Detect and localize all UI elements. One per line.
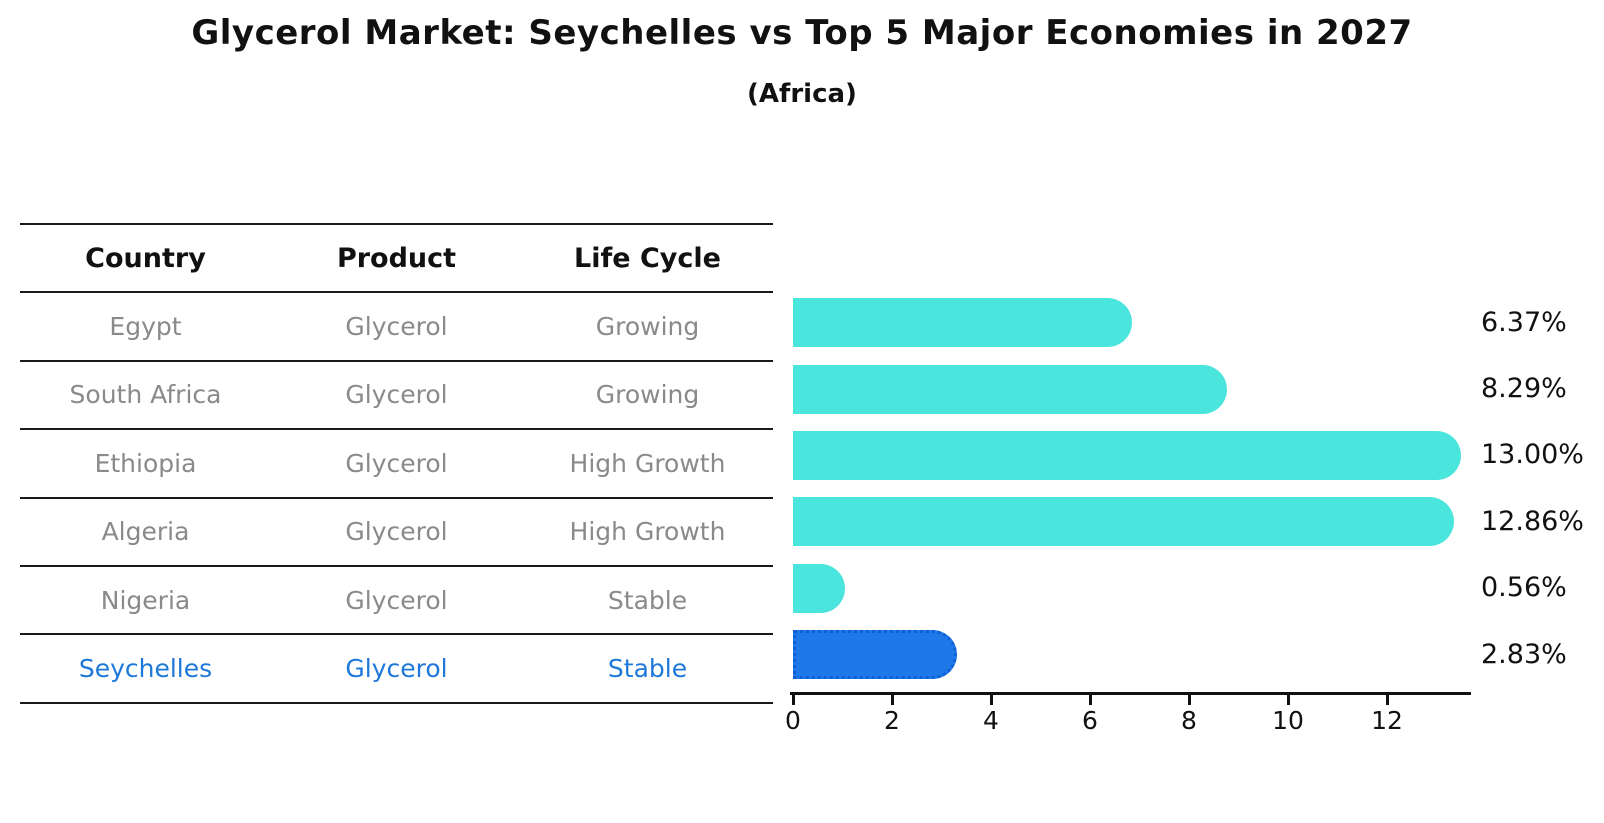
cell-country: Egypt: [109, 312, 182, 342]
x-tick-mark: [1385, 695, 1389, 705]
x-tick-label: 0: [785, 706, 801, 735]
cell-product: Glycerol: [345, 654, 448, 684]
cell-country: South Africa: [69, 380, 222, 410]
cell-lifecycle: High Growth: [569, 448, 726, 478]
summary-table: Country Product Life Cycle Egypt Glycero…: [20, 223, 773, 704]
table-header-product: Product: [336, 242, 457, 274]
x-tick-mark: [1088, 695, 1092, 705]
bar-egypt: [793, 298, 1133, 348]
cell-product: Glycerol: [345, 517, 448, 547]
cell-product: Glycerol: [345, 585, 448, 615]
bar-algeria: [793, 497, 1454, 547]
cell-lifecycle: High Growth: [569, 517, 726, 547]
cell-country: Nigeria: [100, 585, 191, 615]
table-row: Seychelles Glycerol Stable: [20, 633, 773, 701]
value-label-egypt: 6.37%: [1481, 306, 1567, 338]
cell-lifecycle: Stable: [607, 654, 688, 684]
cell-product: Glycerol: [345, 380, 448, 410]
chart-subtitle: (Africa): [747, 79, 857, 109]
table-row: Egypt Glycerol Growing: [20, 291, 773, 359]
x-tick-label: 8: [1181, 706, 1197, 735]
table-header-lifecycle: Life Cycle: [574, 242, 721, 274]
value-label-seychelles: 2.83%: [1481, 638, 1567, 670]
bar-south-africa: [793, 364, 1228, 414]
table-row: Algeria Glycerol High Growth: [20, 496, 773, 565]
x-tick-mark: [791, 695, 795, 705]
chart-title: Glycerol Market: Seychelles vs Top 5 Maj…: [191, 13, 1413, 53]
cell-product: Glycerol: [345, 448, 448, 478]
cell-lifecycle: Growing: [595, 312, 700, 342]
x-tick-label: 10: [1272, 706, 1304, 735]
table-header-country: Country: [85, 242, 206, 274]
cell-country: Ethiopia: [94, 448, 197, 478]
bar-seychelles: [793, 630, 958, 680]
cell-product: Glycerol: [345, 312, 448, 342]
cell-country: Seychelles: [78, 654, 213, 684]
cell-country: Algeria: [101, 517, 190, 547]
value-label-nigeria: 0.56%: [1481, 572, 1567, 604]
x-axis-line: [790, 692, 1471, 695]
table-body: Egypt Glycerol Growing South Africa Glyc…: [20, 291, 773, 701]
bar-ethiopia: [793, 430, 1461, 480]
x-tick-mark: [1187, 695, 1191, 705]
bar-nigeria: [793, 563, 845, 613]
table-row: South Africa Glycerol Growing: [20, 359, 773, 428]
x-tick-label: 6: [1082, 706, 1098, 735]
value-label-algeria: 12.86%: [1481, 505, 1584, 537]
x-tick-mark: [1286, 695, 1290, 705]
value-label-ethiopia: 13.00%: [1481, 439, 1584, 471]
x-tick-label: 2: [884, 706, 900, 735]
x-tick-mark: [890, 695, 894, 705]
table-row: Nigeria Glycerol Stable: [20, 564, 773, 633]
cell-lifecycle: Growing: [595, 380, 700, 410]
x-tick-label: 4: [983, 706, 999, 735]
table-row: Ethiopia Glycerol High Growth: [20, 428, 773, 496]
table-header-row: Country Product Life Cycle: [20, 223, 773, 291]
cell-lifecycle: Stable: [607, 585, 688, 615]
x-tick-mark: [989, 695, 993, 705]
x-tick-label: 12: [1371, 706, 1403, 735]
value-label-south-africa: 8.29%: [1481, 373, 1567, 404]
